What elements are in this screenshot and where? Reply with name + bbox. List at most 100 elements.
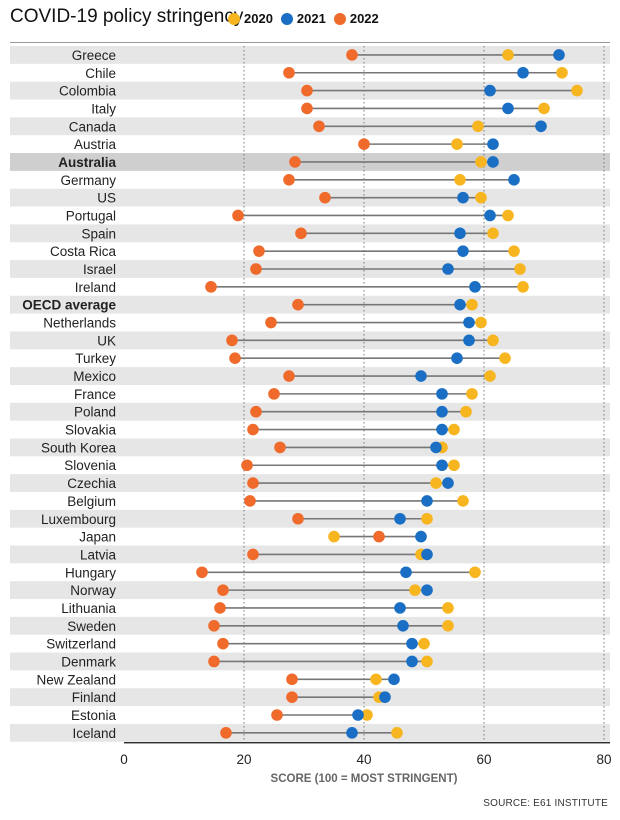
- dot-2020: [457, 495, 469, 507]
- legend-label-2020: 2020: [244, 11, 273, 26]
- dot-2022: [286, 673, 298, 686]
- dot-2022: [301, 102, 313, 115]
- dot-2021: [457, 191, 469, 204]
- dot-2020: [556, 66, 568, 79]
- row-band: [10, 117, 610, 136]
- dot-2022: [274, 441, 286, 454]
- country-label: US: [97, 191, 116, 206]
- dot-2021: [436, 405, 448, 418]
- country-label: Italy: [91, 101, 116, 116]
- dot-2021: [463, 316, 475, 329]
- dot-2020: [484, 370, 496, 382]
- dot-2022: [205, 281, 217, 293]
- dot-2022: [268, 388, 280, 400]
- dot-2022: [289, 156, 301, 168]
- x-tick-label: 40: [356, 752, 371, 767]
- dot-2021: [397, 620, 409, 632]
- dot-2021: [379, 691, 391, 703]
- dot-2020: [460, 405, 472, 418]
- country-label: UK: [97, 333, 116, 348]
- country-label: Iceland: [72, 726, 116, 741]
- dot-2021: [487, 156, 499, 168]
- dot-2022: [247, 477, 259, 489]
- dot-2022: [214, 602, 226, 614]
- country-label: Colombia: [59, 84, 117, 99]
- dot-2020: [499, 352, 511, 365]
- dot-2021: [508, 174, 520, 186]
- dot-2021: [406, 655, 418, 668]
- dot-2020: [409, 584, 421, 596]
- dot-2022: [373, 530, 385, 543]
- dot-2022: [217, 584, 229, 596]
- legend: 2020 2021 2022: [228, 11, 387, 26]
- dot-2021: [415, 530, 427, 543]
- dot-2020: [475, 156, 487, 168]
- country-label: Germany: [60, 173, 116, 188]
- dot-2020: [430, 477, 442, 489]
- dot-2020: [448, 459, 460, 472]
- row-band: [10, 46, 610, 64]
- dot-2021: [454, 298, 466, 311]
- dot-2021: [553, 49, 565, 61]
- dot-2021: [346, 727, 358, 739]
- dot-2021: [487, 138, 499, 150]
- dot-2022: [208, 655, 220, 668]
- dot-2021: [415, 370, 427, 382]
- dot-2021: [388, 673, 400, 686]
- dot-2020: [370, 673, 382, 686]
- country-label: Denmark: [61, 654, 116, 669]
- dot-2022: [313, 120, 325, 133]
- dot-2022: [250, 405, 262, 418]
- country-label: Turkey: [75, 351, 116, 366]
- dot-2022: [271, 709, 283, 721]
- dot-2021: [484, 84, 496, 97]
- dot-2022: [283, 66, 295, 79]
- country-label: Latvia: [80, 547, 117, 562]
- dot-2020: [502, 49, 514, 61]
- country-label: Australia: [58, 155, 116, 170]
- dot-2021: [436, 423, 448, 436]
- dot-2022: [358, 138, 370, 150]
- dot-2021: [436, 459, 448, 472]
- legend-label-2022: 2022: [349, 11, 379, 26]
- dot-2021: [484, 209, 496, 222]
- country-label: Hungary: [65, 565, 116, 580]
- dot-2021: [517, 66, 529, 79]
- country-label: Chile: [85, 66, 116, 81]
- dot-2021: [430, 441, 442, 454]
- dot-2021: [463, 334, 475, 347]
- country-label: Switzerland: [46, 637, 116, 652]
- dot-2021: [421, 495, 433, 507]
- dot-2022: [301, 84, 313, 97]
- country-label: Sweden: [67, 619, 116, 634]
- dot-2021: [451, 352, 463, 365]
- dot-2020: [538, 102, 550, 115]
- dot-2020: [472, 120, 484, 133]
- country-label: Belgium: [67, 494, 116, 509]
- country-label: Costa Rica: [50, 244, 117, 259]
- dot-2021: [454, 227, 466, 240]
- dot-2020: [571, 84, 583, 97]
- dot-2021: [394, 602, 406, 614]
- dot-2022: [229, 352, 241, 365]
- dot-2020: [508, 245, 520, 257]
- legend-item-2020: 2020: [228, 11, 273, 26]
- country-label: Estonia: [71, 708, 117, 723]
- legend-dot-2020: [228, 12, 240, 25]
- country-label: New Zealand: [36, 672, 116, 687]
- dot-2022: [232, 209, 244, 222]
- country-label: Lithuania: [61, 601, 116, 616]
- dot-2020: [487, 227, 499, 240]
- legend-item-2021: 2021: [280, 11, 326, 26]
- dot-2022: [241, 459, 253, 472]
- country-label: Greece: [72, 48, 116, 63]
- country-label: Israel: [83, 262, 116, 277]
- dot-2022: [244, 495, 256, 507]
- dot-2022: [247, 548, 259, 561]
- dot-2020: [418, 637, 430, 650]
- dot-2021: [421, 548, 433, 561]
- dot-2020: [466, 298, 478, 311]
- x-axis-label: SCORE (100 = MOST STRINGENT): [271, 773, 458, 785]
- dot-2022: [220, 727, 232, 739]
